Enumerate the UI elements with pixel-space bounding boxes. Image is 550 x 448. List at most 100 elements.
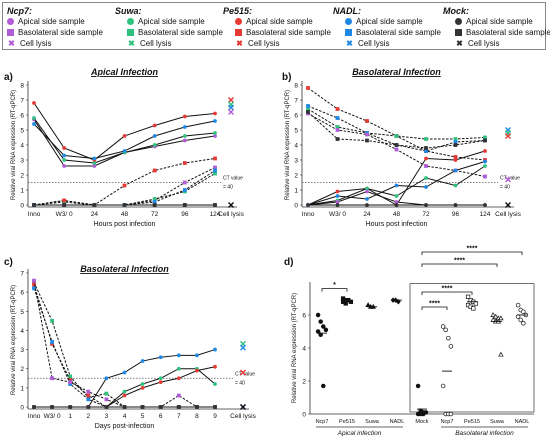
data-point-nadl — [32, 286, 36, 291]
legend-group-title: Ncp7: — [7, 6, 33, 16]
cell-lysis-marker-ncp7 — [228, 109, 234, 115]
data-point-nadl — [62, 153, 67, 158]
data-point-pe515 — [365, 119, 369, 123]
cell-lysis-marker-pe515 — [228, 97, 234, 103]
x-tick-label: 96 — [181, 211, 189, 218]
y-axis-label: Relative viral RNA expression (RT-qPCR) — [11, 285, 17, 395]
data-point-mock — [335, 203, 340, 207]
cell-lysis-marker-mock-stroke — [228, 202, 234, 208]
data-point-nadl — [182, 188, 187, 192]
data-point — [315, 312, 321, 318]
y-tick-label: 1 — [20, 385, 24, 392]
legend-item-label: Basolateral side sample — [18, 28, 103, 37]
data-point-suwa — [483, 135, 487, 140]
data-point-nadl — [424, 149, 428, 153]
data-point-pe515 — [483, 149, 487, 153]
data-point-ncp7 — [424, 164, 428, 168]
data-point-nadl — [68, 382, 73, 386]
data-point-nadl — [424, 185, 428, 189]
x-tick-label: 48 — [121, 211, 129, 218]
x-tick-label: Ncp7 — [316, 419, 329, 425]
data-point-pe515 — [62, 198, 67, 203]
data-point-nadl — [32, 122, 36, 126]
legend-item-label: Basolateral side sample — [356, 28, 441, 37]
y-axis-label: Relative viral RNA expression (RT-qPCR) — [285, 90, 291, 200]
data-point — [440, 383, 446, 389]
data-point-suwa — [104, 391, 109, 396]
legend-item-label: Basolateral side sample — [138, 28, 223, 37]
significance-label: **** — [429, 301, 440, 308]
data-point-mock — [335, 137, 340, 141]
data-point-pe515 — [306, 86, 310, 90]
y-tick-label: 0 — [302, 412, 306, 419]
y-tick-label: 3 — [294, 158, 298, 165]
data-point-mock — [104, 405, 109, 409]
data-point — [446, 335, 451, 341]
x-axis-label: Days post-infection — [95, 423, 155, 430]
data-point-mock — [158, 405, 163, 409]
legend-item: Apical side sample — [7, 17, 85, 26]
legend-item-label: Cell lysis — [468, 39, 500, 48]
data-point-suwa — [365, 186, 369, 191]
panel-label: b) — [282, 72, 291, 83]
data-point-nadl — [453, 168, 458, 173]
legend-item: ✖ Cell lysis — [345, 39, 389, 48]
legend-item: Basolateral side sample — [7, 28, 103, 37]
data-point-ncp7 — [62, 164, 67, 168]
data-point-pe515 — [62, 146, 67, 150]
data-point-pe515 — [158, 380, 163, 385]
data-point-suwa — [394, 194, 399, 198]
legend-group-title: Mock: — [443, 6, 470, 16]
y-tick-label: 7 — [20, 98, 24, 105]
cell-lysis-marker-nadl-stroke — [228, 104, 234, 111]
data-point-ncp7 — [50, 376, 54, 381]
x-tick-label: 3 — [105, 413, 109, 420]
cell-lysis-marker-mock — [228, 202, 234, 208]
data-point-pe515 — [140, 385, 145, 390]
data-point — [395, 299, 401, 305]
data-point-suwa — [68, 374, 73, 379]
series-line-pe515-basolateral — [33, 158, 216, 206]
legend-group-title: Pe515: — [223, 6, 253, 16]
data-point-mock — [195, 405, 199, 409]
y-tick-label: 6 — [20, 290, 24, 297]
data-point — [443, 327, 448, 333]
data-point-nadl — [140, 359, 145, 363]
data-point-mock — [32, 405, 36, 409]
x-tick-label: 9 — [213, 413, 217, 420]
series-line-nadl-basolateral — [33, 288, 215, 408]
data-point-suwa — [122, 389, 127, 394]
series-line-ncp7-basolateral — [33, 280, 215, 408]
panel-label: d) — [284, 257, 293, 268]
x-tick-label: W3/ 0 — [44, 413, 61, 420]
data-point-nadl — [335, 116, 340, 120]
significance-bracket — [321, 288, 348, 292]
y-tick-label: 2 — [20, 173, 24, 180]
y-tick-label: 5 — [294, 128, 298, 135]
legend-item: Basolateral side sample — [345, 28, 441, 37]
chart-panel-d: d) 0 2 4 6 Relative viral RNA expression (RT-… — [284, 246, 535, 437]
x-tick-label: Ncp7 — [441, 419, 454, 425]
x-axis-label: Hours post infection — [366, 221, 428, 228]
x-tick-label: Mock — [415, 419, 428, 425]
data-point-mock — [365, 138, 369, 143]
data-point — [498, 315, 504, 321]
data-point — [448, 411, 454, 417]
data-point-pe515 — [213, 364, 217, 369]
cell-lysis-marker-nadl — [228, 104, 234, 111]
threshold-label-value: = 40 — [500, 185, 510, 191]
data-point-suwa — [50, 318, 54, 323]
data-point-mock — [182, 203, 187, 207]
data-point-pe515 — [50, 341, 54, 346]
data-point-suwa — [424, 176, 428, 180]
data-point-suwa — [62, 158, 67, 162]
y-tick-label: 0 — [20, 203, 24, 210]
data-point-pe515 — [453, 155, 458, 159]
data-point-nadl — [122, 149, 127, 153]
legend-group-ncp7: Ncp7: Apical side sample Basolateral side … — [3, 3, 111, 51]
x-tick-label: 24 — [363, 211, 371, 218]
data-point-ncp7 — [86, 389, 91, 394]
x-tick-label: 72 — [151, 211, 159, 218]
legend-item-label: Basolateral side sample — [246, 28, 331, 37]
data-point-mock — [365, 203, 369, 207]
